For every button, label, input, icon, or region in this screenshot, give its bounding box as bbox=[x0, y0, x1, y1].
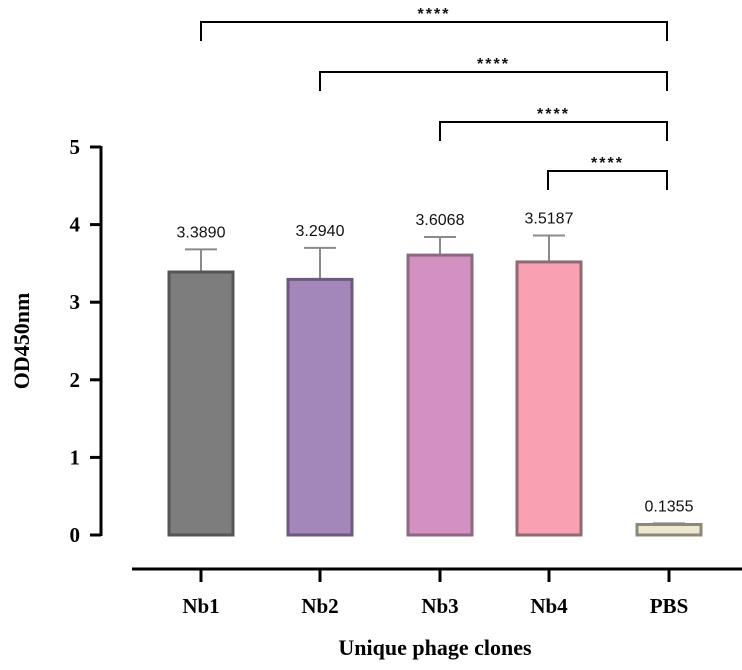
significance-label: **** bbox=[591, 155, 624, 172]
y-tick-label: 3 bbox=[70, 290, 81, 314]
significance-bracket-nb4-pbs: **** bbox=[547, 155, 668, 190]
significance-bracket-nb2-pbs: **** bbox=[319, 56, 668, 91]
value-label: 3.6068 bbox=[416, 212, 465, 229]
bracket-line bbox=[439, 121, 668, 141]
significance-bracket-nb1-pbs: **** bbox=[200, 6, 668, 41]
x-tick-label: Nb4 bbox=[530, 594, 568, 618]
bar-nb4 bbox=[515, 260, 583, 537]
bar-group-nb1: 3.3890 bbox=[167, 224, 235, 537]
bar-nb1 bbox=[167, 270, 235, 537]
significance-bracket-nb3-pbs: **** bbox=[439, 106, 668, 141]
bar-group-nb4: 3.5187 bbox=[515, 210, 583, 537]
x-tick-label: Nb1 bbox=[182, 594, 219, 618]
significance-brackets: **** **** **** **** bbox=[200, 6, 668, 190]
bar-group-pbs: 0.1355 bbox=[635, 498, 703, 537]
bar-nb3 bbox=[406, 253, 474, 537]
significance-label: **** bbox=[418, 6, 451, 23]
x-tick-label: PBS bbox=[650, 594, 689, 618]
significance-label: **** bbox=[477, 56, 510, 73]
value-label: 3.2940 bbox=[296, 223, 345, 240]
y-tick-label: 4 bbox=[70, 213, 81, 237]
bar-pbs bbox=[635, 522, 703, 537]
value-label: 0.1355 bbox=[645, 498, 694, 515]
x-axis-title: Unique phage clones bbox=[338, 635, 532, 660]
y-tick-label: 0 bbox=[70, 523, 81, 547]
y-tick-label: 5 bbox=[70, 135, 81, 159]
bracket-line bbox=[547, 170, 668, 190]
value-label: 3.3890 bbox=[177, 224, 226, 241]
bracket-line bbox=[200, 21, 668, 41]
axes: 0 1 2 3 4 5 Nb1 Nb2 Nb3 Nb4 PBS OD450nm Unique ph… bbox=[9, 135, 742, 660]
y-axis-ticks: 0 1 2 3 4 5 bbox=[70, 135, 101, 547]
y-tick-label: 1 bbox=[70, 445, 81, 469]
y-axis-title: OD450nm bbox=[9, 293, 34, 390]
x-tick-label: Nb2 bbox=[301, 594, 338, 618]
bracket-line bbox=[319, 71, 668, 91]
y-tick-label: 2 bbox=[70, 368, 81, 392]
bars: 3.3890 3.2940 3.6068 3.5187 0.1355 bbox=[167, 210, 703, 537]
bar-group-nb3: 3.6068 bbox=[406, 212, 474, 537]
bar-nb2 bbox=[286, 277, 354, 537]
x-tick-label: Nb3 bbox=[421, 594, 458, 618]
significance-label: **** bbox=[537, 106, 570, 123]
bar-group-nb2: 3.2940 bbox=[286, 223, 354, 537]
value-label: 3.5187 bbox=[525, 210, 574, 227]
x-axis-ticks: Nb1 Nb2 Nb3 Nb4 PBS bbox=[182, 569, 688, 618]
